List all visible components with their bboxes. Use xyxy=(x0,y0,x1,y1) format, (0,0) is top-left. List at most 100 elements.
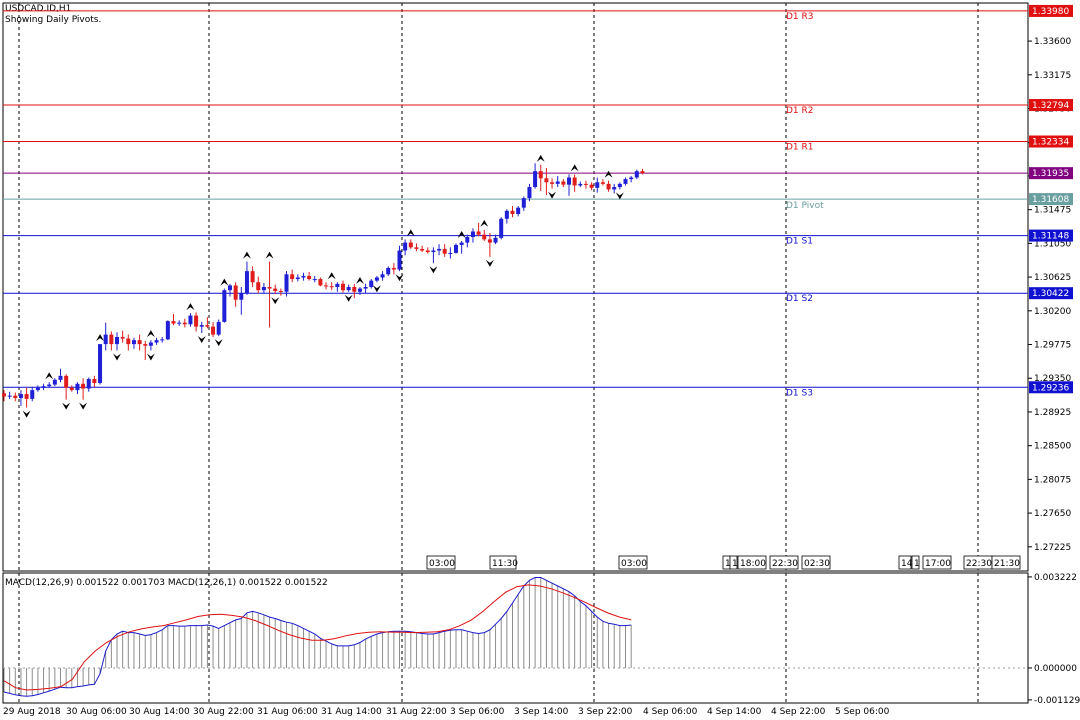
candle-body xyxy=(431,250,436,253)
pivot-badge-text: 1.32334 xyxy=(1032,138,1069,148)
candle-body xyxy=(357,288,362,292)
time-marker-label: 22:30 xyxy=(966,559,992,569)
time-marker-box xyxy=(922,555,952,570)
candle-body xyxy=(148,342,153,346)
candle-body xyxy=(521,198,526,208)
candle-body xyxy=(318,279,323,286)
candle-body xyxy=(7,395,12,397)
time-marker-label: 11:30 xyxy=(492,559,518,569)
fractal-down-arrow xyxy=(429,266,438,274)
time-marker-box xyxy=(991,555,1021,570)
fractal-up-arrow xyxy=(265,251,274,259)
time-marker-box xyxy=(737,555,767,570)
candle-body xyxy=(52,379,57,385)
time-marker-label: 14 xyxy=(901,559,913,569)
candle-body xyxy=(420,248,425,251)
candle-body xyxy=(346,287,351,291)
fractal-up-arrow xyxy=(220,278,229,286)
fractal-down-arrow xyxy=(615,192,624,200)
fractal-up-arrow xyxy=(570,164,579,172)
candle-body xyxy=(335,283,340,287)
time-marker-label: 17:00 xyxy=(925,559,951,569)
candle-body xyxy=(369,280,374,287)
time-marker-box xyxy=(729,555,738,570)
candle-body xyxy=(239,293,244,300)
candle-body xyxy=(222,290,227,322)
candle-body xyxy=(13,395,18,399)
x-tick-label: 3 Sep 22:00 xyxy=(578,707,633,717)
pivot-label: D1 S2 xyxy=(786,294,813,304)
pivot-badge xyxy=(1029,287,1073,300)
x-tick-label: 31 Aug 06:00 xyxy=(257,707,318,717)
main-frame xyxy=(2,2,1029,572)
candle-body xyxy=(131,340,136,345)
macd-y-tick-label: -0.001129 xyxy=(1034,696,1080,706)
candle-body xyxy=(267,287,272,289)
candle-body xyxy=(171,321,176,324)
candle-body xyxy=(98,344,103,383)
candle-body xyxy=(533,171,538,188)
fractal-up-arrow xyxy=(406,229,415,237)
candle-body xyxy=(205,325,210,327)
candle-body xyxy=(504,210,509,219)
fractal-up-arrow xyxy=(242,251,251,259)
candle-body xyxy=(273,288,278,291)
pivot-badge xyxy=(1029,229,1073,242)
candle-body xyxy=(465,237,470,243)
candle-body xyxy=(583,183,588,185)
y-tick-label: 1.27225 xyxy=(1034,543,1071,553)
fractal-down-arrow xyxy=(113,353,121,361)
fractal-down-arrow xyxy=(372,285,381,293)
candle-body xyxy=(550,182,555,184)
candle-body xyxy=(137,340,142,345)
candle-body xyxy=(324,285,329,287)
candle-body xyxy=(612,187,617,190)
pivot-badge xyxy=(1029,99,1073,112)
y-tick-label: 1.33600 xyxy=(1034,37,1071,47)
x-tick-label: 29 Aug 2018 xyxy=(3,707,61,717)
candle-body xyxy=(459,242,464,245)
candle-body xyxy=(363,287,368,289)
candle-body xyxy=(538,171,543,179)
x-tick-label: 4 Sep 14:00 xyxy=(707,707,762,717)
fractal-up-arrow xyxy=(457,230,466,238)
candle-body xyxy=(228,285,232,291)
candle-body xyxy=(544,178,549,183)
candle-body xyxy=(408,242,413,248)
x-tick-label: 3 Sep 14:00 xyxy=(514,707,569,717)
candle-body xyxy=(295,277,300,280)
y-tick-label: 1.28925 xyxy=(1034,408,1071,418)
candle-body xyxy=(30,390,35,399)
candle-body xyxy=(307,275,312,280)
fractal-down-arrow xyxy=(548,191,557,199)
y-tick-label: 1.27650 xyxy=(1034,509,1071,519)
candle-body xyxy=(233,285,238,300)
pivot-label: D1 R1 xyxy=(786,143,814,153)
fractal-down-arrow xyxy=(344,294,353,302)
candle-body xyxy=(35,387,40,391)
pivot-badge xyxy=(1029,381,1073,394)
time-marker-box xyxy=(618,555,648,570)
pivot-label: D1 R3 xyxy=(786,12,814,22)
y-tick-label: 1.28500 xyxy=(1034,442,1071,452)
fractal-up-arrow xyxy=(186,303,195,311)
candle-body xyxy=(493,237,498,243)
fractal-up-arrow xyxy=(45,372,54,380)
candle-body xyxy=(578,183,583,186)
pivot-label: D1 Pivot xyxy=(786,201,824,211)
y-tick-label: 1.31050 xyxy=(1034,239,1071,249)
pivot-badge-text: 1.29236 xyxy=(1032,383,1069,393)
x-tick-label: 3 Sep 06:00 xyxy=(450,707,505,717)
candle-body xyxy=(92,379,97,383)
y-tick-label: 1.28075 xyxy=(1034,475,1071,485)
y-tick-label: 1.33175 xyxy=(1034,71,1071,81)
time-marker-label: 1 xyxy=(725,559,731,569)
candle-body xyxy=(634,171,639,178)
candle-body xyxy=(143,344,148,346)
candle-body xyxy=(188,315,193,325)
candle-body xyxy=(448,252,453,254)
candle-body xyxy=(284,274,289,292)
x-tick-label: 31 Aug 14:00 xyxy=(321,707,382,717)
candle-body xyxy=(572,177,577,186)
